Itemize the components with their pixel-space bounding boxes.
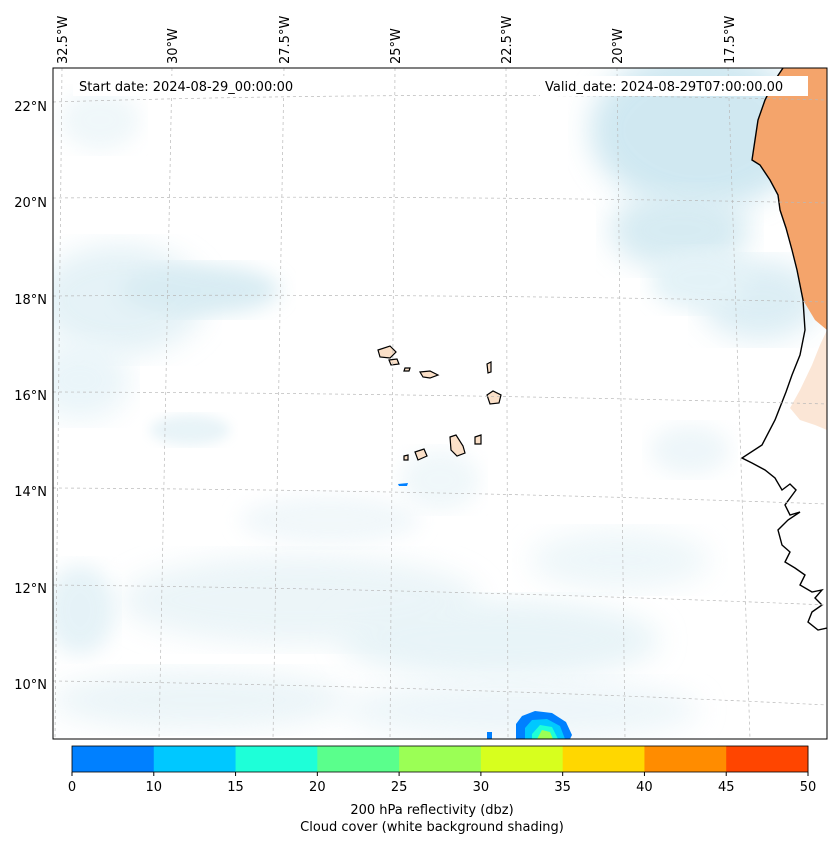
colorbar-tick-label: 30 bbox=[473, 780, 490, 795]
island-sao-nicolau bbox=[418, 370, 440, 379]
start-date-label: Start date: 2024-08-29_00:00:00 bbox=[79, 80, 293, 95]
island-brava bbox=[403, 454, 409, 461]
colorbar-segment bbox=[153, 746, 237, 772]
island-boa-vista bbox=[486, 390, 502, 405]
island-santo-antao bbox=[377, 345, 397, 359]
reflectivity-cell bbox=[487, 732, 492, 739]
colorbar-segment bbox=[399, 746, 482, 772]
colorbar-border bbox=[71, 745, 809, 773]
lon-label: 22.5°W bbox=[500, 16, 515, 64]
colorbar-tick-label: 25 bbox=[391, 780, 408, 795]
lon-label: 30°W bbox=[166, 28, 181, 64]
colorbar-label: 200 hPa reflectivity (dbz) bbox=[350, 803, 513, 818]
colorbar-tick-label: 50 bbox=[800, 780, 817, 795]
coastline bbox=[740, 68, 827, 631]
lat-label: 10°N bbox=[14, 678, 47, 693]
colorbar-tick-label: 10 bbox=[146, 780, 163, 795]
lon-label: 32.5°W bbox=[56, 16, 71, 64]
cloud-cover bbox=[53, 68, 820, 739]
lat-label: 20°N bbox=[14, 196, 47, 211]
reflectivity-cell bbox=[398, 483, 408, 486]
lat-label: 22°N bbox=[14, 100, 47, 115]
colorbar-segment bbox=[726, 746, 809, 772]
colorbar-tick-label: 35 bbox=[554, 780, 571, 795]
island-sal bbox=[486, 361, 492, 374]
colorbar-tick-label: 0 bbox=[68, 780, 76, 795]
island-santiago bbox=[449, 434, 466, 457]
reflectivity-cell bbox=[537, 730, 553, 739]
reflectivity-cells bbox=[398, 483, 572, 739]
lat-label: 16°N bbox=[14, 389, 47, 404]
map-frame bbox=[52, 67, 828, 740]
latitude-labels: 22°N 20°N 18°N 16°N 14°N 12°N 10°N bbox=[14, 100, 47, 693]
colorbar: 0 10 15 20 25 30 35 40 45 50 bbox=[68, 745, 817, 795]
colorbar-segment bbox=[480, 746, 564, 772]
valid-date-label: Valid_date: 2024-08-29T07:00:00.00 bbox=[545, 80, 783, 95]
island-santa-luzia bbox=[403, 367, 411, 372]
lon-label: 27.5°W bbox=[278, 16, 293, 64]
start-date-box bbox=[73, 76, 315, 96]
colorbar-sublabel: Cloud cover (white background shading) bbox=[300, 820, 564, 835]
lat-label: 14°N bbox=[14, 485, 47, 500]
island-maio bbox=[474, 434, 482, 445]
lon-label: 20°W bbox=[611, 28, 626, 64]
lat-label: 18°N bbox=[14, 293, 47, 308]
colorbar-tick-label: 40 bbox=[636, 780, 653, 795]
island-sao-vicente bbox=[388, 358, 400, 366]
colorbar-tick-label: 45 bbox=[718, 780, 735, 795]
island-fogo bbox=[414, 448, 428, 461]
valid-date-box bbox=[540, 76, 808, 96]
cape-verde-islands bbox=[377, 345, 502, 461]
gridlines bbox=[53, 68, 827, 739]
colorbar-segment bbox=[235, 746, 318, 772]
lon-label: 25°W bbox=[389, 28, 404, 64]
colorbar-segment bbox=[644, 746, 727, 772]
lon-label: 17.5°W bbox=[723, 16, 738, 64]
colorbar-tick-label: 20 bbox=[309, 780, 326, 795]
colorbar-segment bbox=[317, 746, 400, 772]
lat-label: 12°N bbox=[14, 582, 47, 597]
longitude-labels: 32.5°W 30°W 27.5°W 25°W 22.5°W 20°W 17.5… bbox=[56, 16, 738, 64]
land-west-africa bbox=[752, 68, 827, 330]
colorbar-tick-label: 15 bbox=[227, 780, 244, 795]
colorbar-segment bbox=[72, 746, 155, 772]
colorbar-segment bbox=[562, 746, 645, 772]
land-senegal bbox=[790, 330, 827, 430]
